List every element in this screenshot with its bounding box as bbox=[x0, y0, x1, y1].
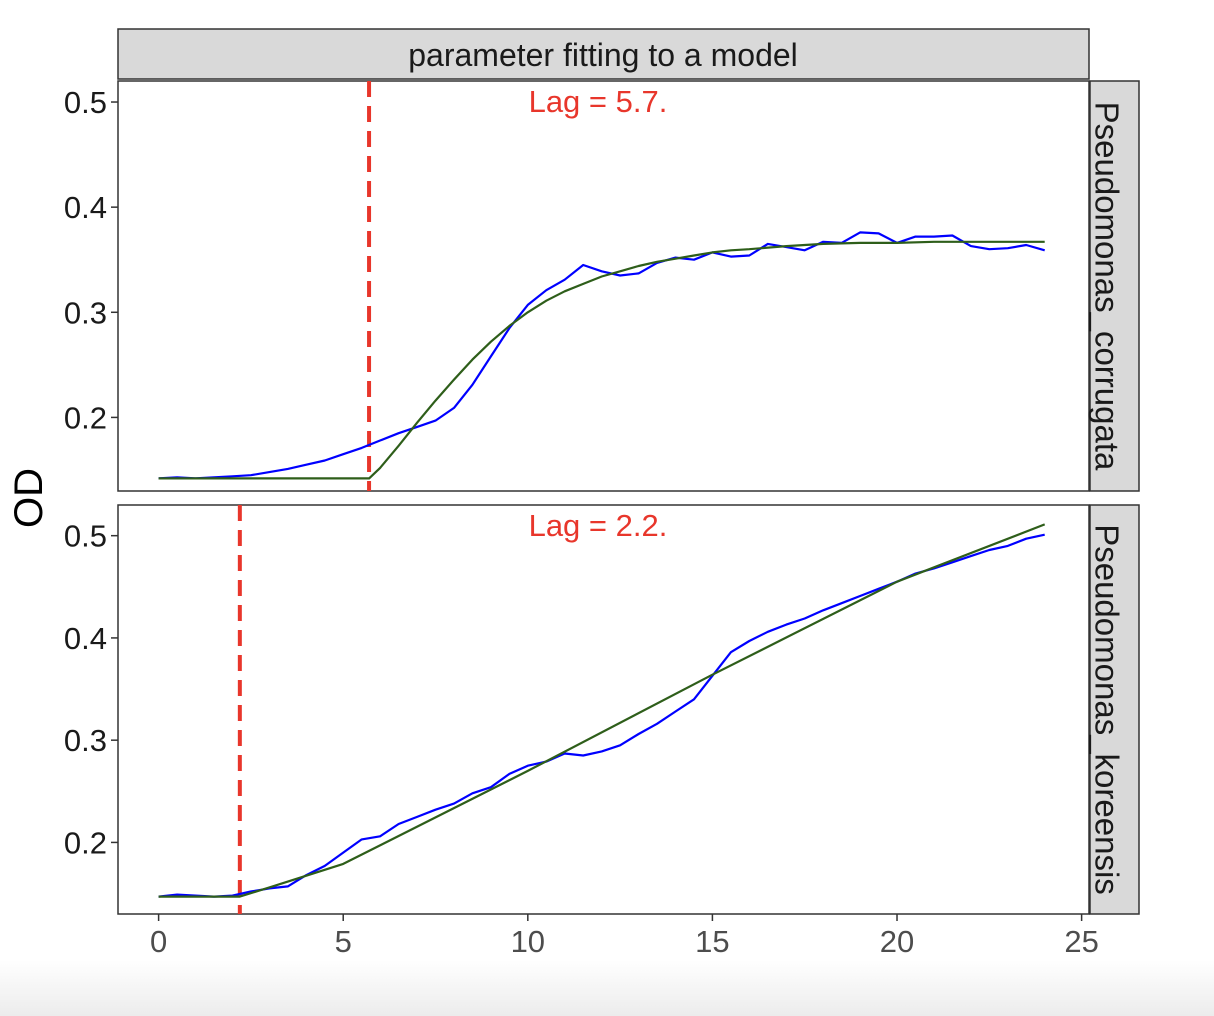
x-tick-label: 10 bbox=[511, 924, 545, 959]
lag-annotation: Lag = 2.2. bbox=[529, 508, 668, 543]
y-tick-label: 0.4 bbox=[64, 621, 107, 656]
panel: Pseudomonas_corrugata 0.2 0.3 0.4 0.5 Lag = 5… bbox=[64, 80, 1140, 492]
y-tick-label: 0.5 bbox=[64, 519, 107, 554]
x-tick-label: 20 bbox=[880, 924, 914, 959]
y-tick-label: 0.5 bbox=[64, 85, 107, 120]
strip-label: Pseudomonas_koreensis bbox=[1088, 524, 1125, 895]
y-tick-label: 0.2 bbox=[64, 400, 107, 435]
y-tick-label: 0.4 bbox=[64, 190, 107, 225]
fit-line bbox=[158, 523, 1046, 898]
chart-title: parameter fitting to a model bbox=[408, 37, 798, 73]
lag-annotation: Lag = 5.7. bbox=[529, 84, 668, 119]
strip-label: Pseudomonas_corrugata bbox=[1088, 102, 1125, 471]
x-tick-label: 5 bbox=[335, 924, 352, 959]
x-tick-label: 25 bbox=[1064, 924, 1098, 959]
fit-line bbox=[158, 240, 1045, 480]
strip-box bbox=[1089, 504, 1140, 915]
bottom-fade bbox=[0, 960, 1214, 1016]
y-tick-label: 0.3 bbox=[64, 723, 107, 758]
panel: Pseudomonas_koreensis 0.2 0.3 0.4 0.5 Lag = 2… bbox=[64, 504, 1140, 915]
y-tick-label: 0.2 bbox=[64, 825, 107, 860]
panel-frame bbox=[117, 504, 1090, 915]
y-tick-label: 0.3 bbox=[64, 295, 107, 330]
title-strip bbox=[117, 28, 1090, 80]
y-axis-label: OD bbox=[7, 468, 51, 528]
strip-box bbox=[1089, 80, 1140, 492]
x-tick-label: 0 bbox=[150, 924, 167, 959]
x-tick-label: 15 bbox=[695, 924, 729, 959]
chart-panels: Pseudomonas_corrugata 0.2 0.3 0.4 0.5 Lag = 5… bbox=[64, 80, 1140, 959]
panel-frame bbox=[117, 80, 1090, 492]
